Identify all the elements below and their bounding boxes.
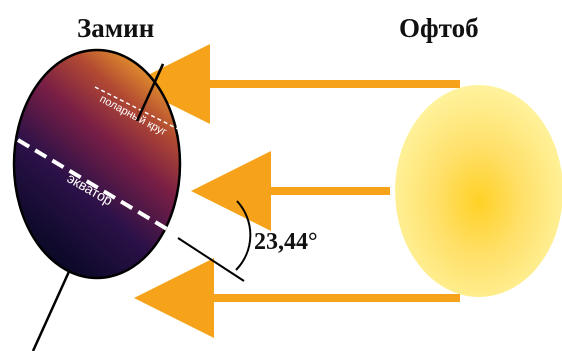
equator-line — [16, 138, 184, 240]
polar-circle-line — [94, 86, 179, 130]
sun-disc — [395, 85, 562, 297]
earth: поларный круг экватор — [12, 48, 184, 280]
angle-arc — [235, 200, 252, 271]
earth-title: Замин — [77, 13, 155, 43]
earth-disc — [12, 48, 182, 280]
light-rays — [130, 44, 460, 338]
ecliptic-normal-line — [177, 237, 245, 282]
sun-title: Офтоб — [399, 13, 479, 43]
tilt-angle-label: 23,44° — [254, 229, 318, 255]
axis-top-extension — [135, 63, 165, 122]
